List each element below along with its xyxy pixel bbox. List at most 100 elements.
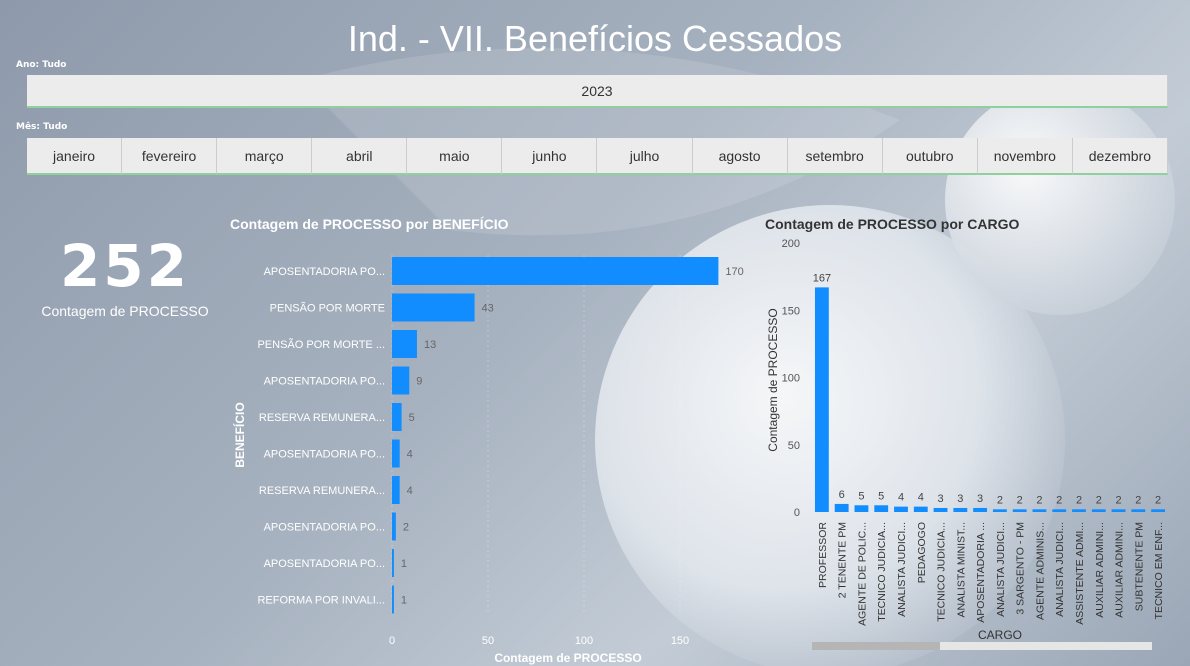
data-label: 1: [401, 595, 407, 607]
x-tick-label: TECNICO JUDICIA...: [876, 522, 888, 622]
x-tick-label: ASSISTENTE ADMI...: [1074, 522, 1086, 625]
y-tick-label: PENSÃO POR MORTE ...: [257, 338, 385, 351]
y-tick-label: RESERVA REMUNERA...: [259, 485, 385, 497]
x-tick-label: TECNICO EM ENF...: [1153, 522, 1165, 619]
data-label: 2: [1135, 494, 1141, 506]
data-label: 167: [813, 272, 831, 284]
y-tick-label: 50: [788, 440, 800, 452]
slicer-option[interactable]: janeiro: [27, 138, 123, 175]
data-label: 5: [409, 412, 415, 424]
bar: [992, 509, 1007, 512]
slicer-option[interactable]: março: [217, 138, 313, 175]
bar: [953, 507, 968, 512]
bar: [392, 257, 719, 285]
data-label: 3: [937, 493, 943, 505]
data-label: 13: [424, 339, 436, 351]
data-label: 2: [997, 494, 1003, 506]
bar: [1012, 509, 1027, 512]
data-label: 2: [403, 522, 409, 534]
x-tick-label: 100: [575, 635, 593, 647]
slicer-option[interactable]: novembro: [977, 138, 1073, 175]
x-axis-title: Contagem de PROCESSO: [494, 651, 641, 665]
bar: [1052, 509, 1067, 512]
x-tick-label: 0: [389, 635, 395, 647]
x-tick-label: AGENTE ADMINIS...: [1034, 522, 1046, 620]
y-tick-label: APOSENTADORIA PO...: [264, 558, 385, 570]
data-label: 2: [1096, 494, 1102, 506]
x-tick-label: ANALISTA JUDICI...: [995, 522, 1007, 617]
data-label: 5: [878, 490, 884, 502]
data-label: 1: [401, 558, 407, 570]
x-tick-label: AUXILIAR ADMINI...: [1114, 522, 1126, 618]
x-tick-label: TECNICO JUDICIA...: [936, 522, 948, 622]
data-label: 2: [1017, 494, 1023, 506]
slicer-option[interactable]: abril: [312, 138, 408, 175]
bar: [913, 506, 928, 512]
bar: [973, 507, 988, 512]
bar: [894, 506, 908, 512]
y-tick-label: APOSENTADORIA PO...: [264, 266, 385, 278]
x-tick-label: AGENTE DE POLIC...: [856, 522, 868, 626]
kpi-label: Contagem de PROCESSO: [41, 303, 209, 319]
chart-title: Contagem de PROCESSO por BENEFÍCIO: [230, 216, 509, 232]
x-tick-label: ANALISTA JUDICI...: [896, 522, 908, 617]
bar: [814, 287, 829, 512]
bar: [392, 476, 400, 504]
bar: [1091, 509, 1106, 512]
slicer-option[interactable]: 2023: [27, 75, 1168, 108]
slicer-option[interactable]: outubro: [882, 138, 978, 175]
data-label: 4: [898, 492, 904, 504]
month-slicer: janeiro fevereiro março abril maio junho julho…: [27, 138, 1168, 175]
y-tick-label: REFORMA POR INVALI...: [257, 595, 385, 607]
x-tick-label: 50: [482, 635, 494, 647]
bar: [1131, 509, 1146, 512]
bar: [1111, 509, 1126, 512]
bar: [392, 330, 417, 358]
y-tick-label: APOSENTADORIA PO...: [264, 376, 385, 388]
slicer-option[interactable]: maio: [407, 138, 503, 175]
slicer-label: Mês: Tudo: [16, 122, 68, 132]
bar: [1151, 509, 1166, 512]
x-tick-label: ANALISTA MINIST...: [955, 522, 967, 618]
slicer-option[interactable]: fevereiro: [122, 138, 218, 175]
slicer-option[interactable]: julho: [597, 138, 693, 175]
slicer-label: Ano: Tudo: [16, 60, 67, 70]
scrollbar-thumb: [812, 642, 940, 650]
data-label: 2: [1056, 494, 1062, 506]
y-tick-label: PENSÃO POR MORTE: [270, 302, 385, 315]
data-label: 3: [977, 493, 983, 505]
kpi-value: 252: [59, 232, 191, 300]
scrollbar: [812, 642, 1152, 650]
y-tick-label: APOSENTADORIA PO...: [264, 522, 385, 534]
data-label: 9: [416, 376, 422, 388]
y-tick-label: 200: [782, 238, 800, 250]
bar: [1032, 509, 1047, 512]
data-label: 2: [1076, 494, 1082, 506]
x-tick-label: 3 SARGENTO - PM: [1015, 522, 1027, 615]
x-axis-title: CARGO: [978, 628, 1022, 642]
slicer-option[interactable]: agosto: [692, 138, 788, 175]
data-label: 2: [1036, 494, 1042, 506]
bar: [392, 439, 400, 468]
data-label: 3: [957, 493, 963, 505]
bar: [834, 503, 849, 512]
x-tick-label: APOSENTADORIA ...: [975, 522, 987, 623]
data-label: 4: [918, 492, 924, 504]
x-tick-label: SUBTENENTE PM: [1133, 522, 1145, 611]
x-tick-label: ANALISTA JUDICI...: [1054, 522, 1066, 617]
x-tick-label: 2 TENENTE PM: [837, 522, 849, 598]
page-title: Ind. - VII. Benefícios Cessados: [347, 18, 843, 59]
slicer-option[interactable]: junho: [502, 138, 598, 175]
bar: [933, 507, 948, 512]
data-label: 5: [858, 490, 864, 502]
x-tick-label: PEDAGOGO: [916, 522, 928, 583]
slicer-option[interactable]: setembro: [787, 138, 883, 175]
data-label: 43: [482, 303, 494, 315]
bar: [1072, 509, 1086, 512]
data-label: 6: [839, 489, 845, 501]
slicer-option[interactable]: dezembro: [1072, 138, 1168, 175]
y-tick-label: 150: [782, 305, 800, 317]
x-tick-label: PROFESSOR: [817, 522, 829, 588]
